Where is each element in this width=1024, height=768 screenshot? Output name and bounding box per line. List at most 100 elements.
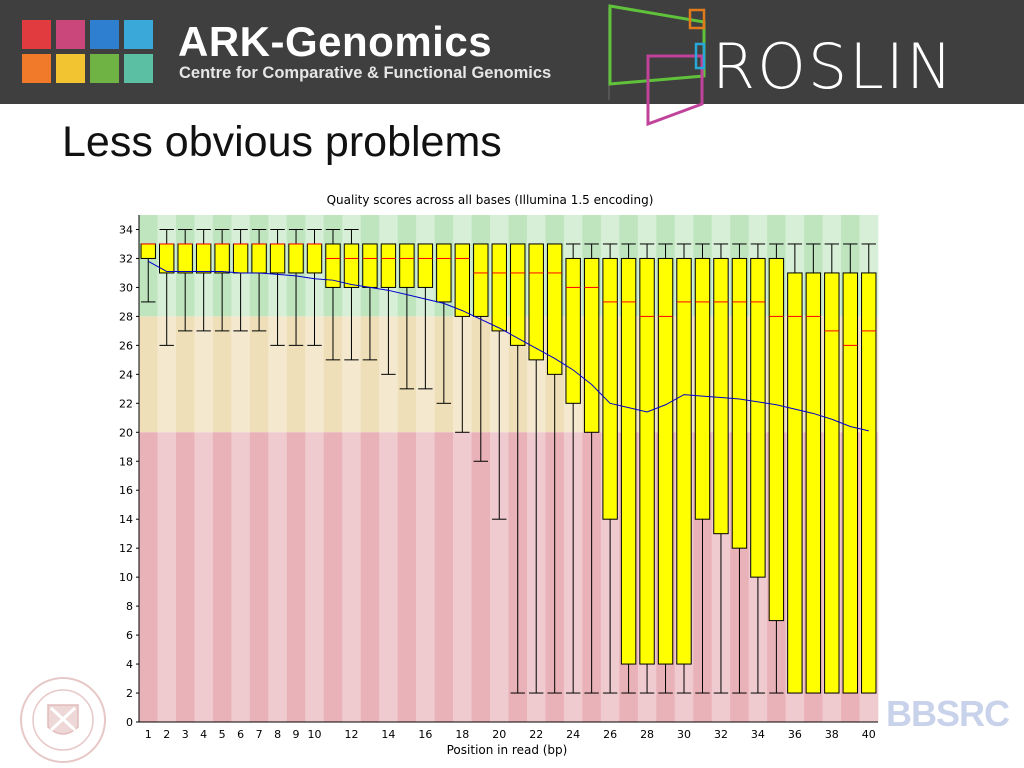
iqr-box: [583, 257, 600, 433]
brand-subtitle: Centre for Comparative & Functional Geno…: [179, 64, 552, 82]
x-tick-label: 16: [418, 728, 432, 741]
zone-band-orange: [231, 316, 251, 433]
iqr-box: [805, 272, 822, 694]
zone-band-red: [416, 432, 435, 722]
x-tick-label: 32: [714, 728, 728, 741]
x-tick-label: 8: [274, 728, 281, 741]
zone-band-orange: [194, 316, 214, 433]
x-tick-label: 38: [825, 728, 839, 741]
iqr-box: [491, 243, 507, 332]
iqr-box: [140, 243, 156, 259]
iqr-box: [417, 243, 434, 288]
iqr-box: [602, 257, 618, 520]
iqr-box: [694, 257, 711, 520]
y-tick-label: 26: [119, 339, 133, 352]
iqr-box: [251, 243, 267, 274]
mean-line: [147, 260, 869, 432]
bbsrc-logo: BBSRC: [886, 693, 1010, 734]
y-tick-label: 10: [119, 571, 133, 584]
zone-band-red: [490, 432, 509, 722]
iqr-box: [861, 272, 877, 694]
y-tick-label: 20: [119, 426, 133, 439]
iqr-box: [399, 243, 415, 288]
iqr-box: [288, 243, 304, 274]
quality-boxplot-chart: Quality scores across all bases (Illumin…: [119, 193, 879, 757]
iqr-box: [306, 243, 323, 274]
y-tick-label: 16: [119, 484, 133, 497]
iqr-box: [824, 272, 840, 694]
iqr-box: [380, 243, 397, 288]
zone-band-orange: [249, 316, 269, 433]
slide-title: Less obvious problems: [62, 118, 502, 166]
iqr-box: [657, 257, 674, 665]
logo-tile: [22, 54, 51, 83]
x-tick-label: 14: [381, 728, 395, 741]
zone-band-red: [305, 432, 325, 722]
zone-band-orange: [342, 316, 361, 433]
iqr-box: [713, 257, 729, 535]
zone-band-red: [194, 432, 214, 722]
brand-title: ARK-Genomics: [178, 18, 493, 65]
university-crest-logo: [20, 677, 106, 763]
x-tick-label: 20: [492, 728, 506, 741]
zone-band-red: [379, 432, 398, 722]
x-tick-label: 34: [751, 728, 765, 741]
iqr-box: [565, 257, 581, 404]
x-tick-label: 28: [640, 728, 654, 741]
zone-band-red: [268, 432, 288, 722]
iqr-box: [639, 257, 655, 665]
logo-tile: [56, 20, 85, 49]
zone-band-red: [342, 432, 361, 722]
zone-band-orange: [175, 316, 195, 433]
zone-band-red: [157, 432, 177, 722]
x-tick-label: 18: [455, 728, 469, 741]
iqr-box: [731, 257, 748, 549]
y-tick-label: 12: [119, 542, 133, 555]
x-tick-label: 40: [862, 728, 876, 741]
y-tick-label: 34: [119, 223, 133, 236]
zone-band-red: [249, 432, 269, 722]
y-tick-label: 6: [126, 629, 133, 642]
iqr-box: [546, 243, 563, 375]
x-tick-label: 7: [256, 728, 263, 741]
zone-band-red: [286, 432, 306, 722]
x-tick-label: 1: [145, 728, 152, 741]
iqr-box: [528, 243, 544, 361]
x-tick-label: 36: [788, 728, 802, 741]
zone-band-red: [453, 432, 472, 722]
x-tick-label: 2: [163, 728, 170, 741]
logo-tile: [124, 20, 153, 49]
y-tick-label: 4: [126, 658, 133, 671]
y-tick-label: 8: [126, 600, 133, 613]
zone-band-red: [360, 432, 380, 722]
y-tick-label: 28: [119, 310, 133, 323]
iqr-box: [343, 243, 360, 288]
y-tick-label: 0: [126, 716, 133, 729]
x-tick-label: 26: [603, 728, 617, 741]
y-tick-label: 22: [119, 397, 133, 410]
iqr-box: [177, 243, 193, 274]
iqr-box: [362, 243, 378, 288]
logo-tile: [124, 54, 153, 83]
iqr-box: [473, 243, 489, 317]
y-tick-label: 18: [119, 455, 133, 468]
x-axis-label: Position in read (bp): [447, 743, 568, 757]
x-tick-label: 10: [308, 728, 322, 741]
zone-band-red: [323, 432, 343, 722]
iqr-box: [787, 272, 803, 694]
zone-band-orange: [323, 316, 343, 433]
x-tick-label: 4: [200, 728, 207, 741]
iqr-box: [510, 243, 526, 346]
x-tick-label: 3: [182, 728, 189, 741]
iqr-box: [269, 243, 286, 274]
zone-band-orange: [360, 316, 380, 433]
logo-tile: [22, 20, 51, 49]
iqr-box: [750, 257, 766, 578]
iqr-box: [676, 257, 692, 665]
zone-band-red: [231, 432, 251, 722]
chart-title: Quality scores across all bases (Illumin…: [327, 193, 654, 207]
zone-band-red: [397, 432, 417, 722]
x-tick-label: 6: [237, 728, 244, 741]
zone-band-red: [139, 432, 158, 722]
zone-band-red: [175, 432, 195, 722]
